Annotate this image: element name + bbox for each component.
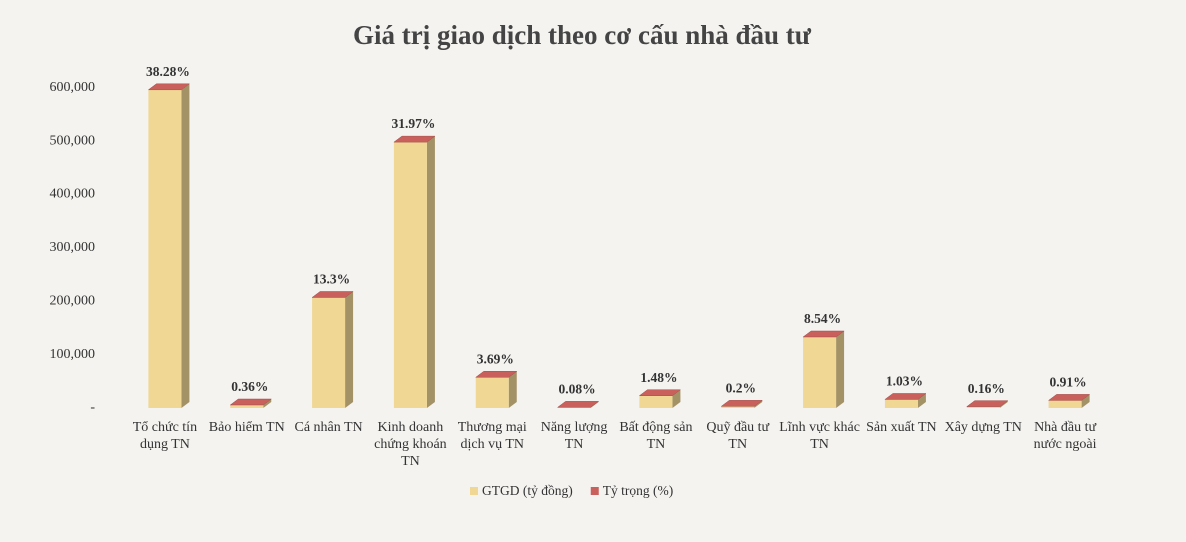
y-tick-label: 500,000 bbox=[50, 133, 96, 148]
x-tick-label: Nhà đầu tư nước ngoài bbox=[1033, 420, 1097, 452]
bar bbox=[639, 395, 673, 408]
bar bbox=[884, 399, 918, 408]
bar-side bbox=[508, 371, 517, 408]
bar-cap bbox=[966, 400, 1009, 407]
x-tick-label: Bất động sản TN bbox=[619, 420, 693, 452]
bar-cap bbox=[638, 389, 682, 396]
bar-side bbox=[917, 393, 926, 408]
x-tick-label: Sản xuất TN bbox=[866, 420, 937, 435]
bar-cap bbox=[311, 291, 354, 298]
x-tick-label: Xây dựng TN bbox=[944, 420, 1022, 435]
data-label: 13.3% bbox=[313, 272, 350, 287]
legend-label: GTGD (tỷ đồng) bbox=[482, 483, 573, 498]
bar-cap bbox=[884, 393, 927, 400]
bar-cap bbox=[1047, 394, 1091, 401]
legend-marker bbox=[590, 487, 599, 495]
bar-side bbox=[426, 136, 435, 408]
x-tick-label: Tổ chức tín dụng TN bbox=[132, 420, 198, 452]
data-label: 0.08% bbox=[559, 381, 596, 396]
data-label: 0.16% bbox=[968, 381, 1005, 396]
x-tick-label: Thương mại dịch vụ TN bbox=[457, 420, 527, 452]
data-label: 0.91% bbox=[1050, 375, 1087, 390]
data-label: 0.36% bbox=[231, 379, 268, 394]
data-label: 1.48% bbox=[640, 370, 677, 385]
bar-side bbox=[836, 330, 845, 408]
bar-cap bbox=[720, 400, 763, 407]
bar-cap bbox=[147, 83, 191, 91]
legend-label: Tỷ trọng (%) bbox=[603, 483, 673, 498]
bar bbox=[557, 407, 591, 408]
bar bbox=[803, 336, 837, 408]
data-label: 3.69% bbox=[477, 351, 514, 366]
bar bbox=[230, 405, 264, 408]
data-label: 8.54% bbox=[804, 311, 841, 326]
data-label: 0.2% bbox=[726, 380, 756, 395]
y-tick-label: 200,000 bbox=[50, 293, 96, 308]
bar-cap bbox=[556, 401, 600, 408]
bar bbox=[1048, 400, 1082, 408]
x-tick-label: Bảo hiểm TN bbox=[208, 420, 285, 435]
bar-cap bbox=[229, 398, 272, 406]
y-tick-label: - bbox=[90, 400, 95, 415]
data-label: 1.03% bbox=[886, 374, 923, 389]
bar-side bbox=[263, 399, 272, 408]
y-tick-label: 300,000 bbox=[50, 240, 96, 255]
bar-side bbox=[754, 400, 763, 408]
x-tick-label: Năng lượng TN bbox=[540, 420, 608, 452]
data-label: 38.28% bbox=[146, 64, 190, 79]
bar bbox=[475, 377, 509, 408]
bar bbox=[721, 406, 755, 408]
legend-marker bbox=[470, 487, 478, 495]
bar-side bbox=[345, 291, 354, 408]
bar-side bbox=[999, 400, 1008, 408]
data-label: 31.97% bbox=[391, 116, 435, 131]
x-tick-label: Lĩnh vực khác TN bbox=[779, 420, 860, 452]
bar-cap bbox=[393, 135, 436, 143]
y-tick-label: 100,000 bbox=[50, 347, 96, 362]
bar-side bbox=[181, 83, 190, 408]
y-tick-label: 600,000 bbox=[50, 80, 96, 95]
y-tick-label: 400,000 bbox=[50, 187, 96, 202]
bar-cap bbox=[802, 330, 845, 338]
x-tick-label: Quỹ đầu tư TN bbox=[706, 420, 770, 452]
bar-cap bbox=[475, 371, 518, 378]
bar bbox=[148, 89, 182, 408]
bar bbox=[312, 297, 346, 408]
bar bbox=[393, 142, 427, 408]
x-tick-label: Kinh doanh chứng khoán TN bbox=[374, 420, 447, 469]
bar bbox=[966, 406, 1000, 408]
chart-title: Giá trị giao dịch theo cơ cấu nhà đầu tư bbox=[353, 20, 812, 50]
x-tick-label: Cá nhân TN bbox=[294, 420, 363, 435]
bar-side bbox=[1081, 394, 1090, 408]
